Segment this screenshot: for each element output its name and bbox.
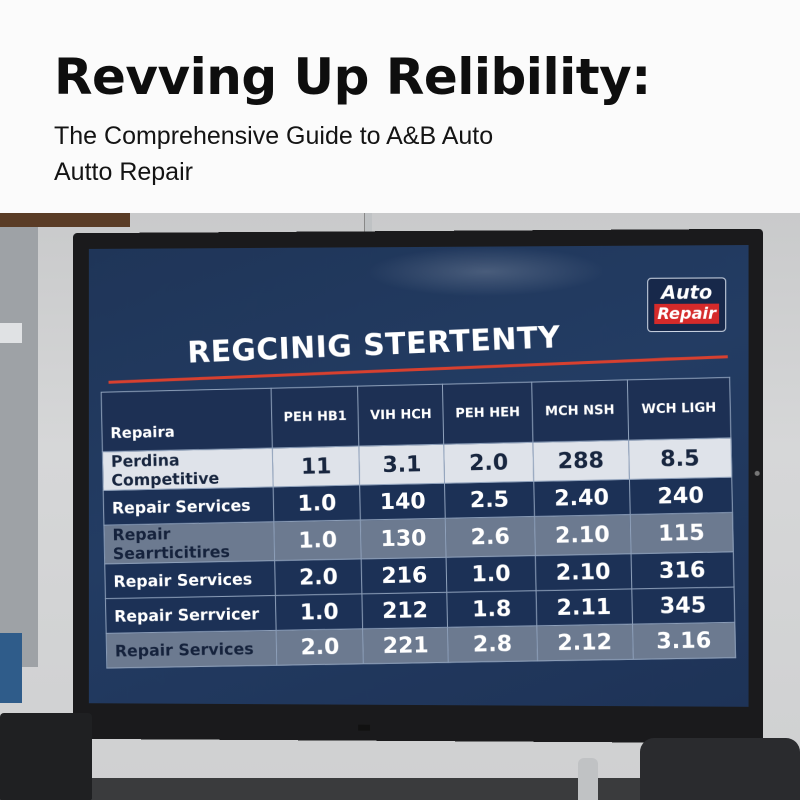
counter-top [92,778,792,800]
table-cell: 1.8 [447,590,537,628]
table-cell: 3.1 [359,444,445,486]
table-cell: 140 [360,483,446,520]
table-cell: 1.0 [273,485,361,522]
table-cell: 2.0 [274,558,363,596]
auto-repair-logo: Auto Repair [647,277,727,333]
blue-cabinet [0,633,22,703]
table-cell: 2.12 [536,624,633,661]
table-cell: 2.10 [535,553,632,591]
row-label: Repair Searrticitires [103,521,275,564]
ceiling-light [0,323,22,343]
row-label: Perdina Competitive [102,448,274,491]
tv-sensor [358,724,371,731]
table-cell: 2.0 [443,442,534,484]
screen-glare [366,245,607,298]
table-cell: 115 [629,512,734,554]
table-cell: 2.6 [445,516,536,558]
table-cell: 212 [362,592,448,629]
table-cell: 2.10 [534,514,631,556]
column-header: VIH HCH [358,384,444,447]
row-label: Repair Services [104,560,276,599]
wall-tv: Auto Repair REGCINIG STERTENTY Repaira P… [73,228,763,744]
board-title: REGCINIG STERTENTY [186,320,562,371]
table-cell: 2.8 [447,625,538,663]
table-cell: 288 [532,440,629,482]
counter-monitor [640,738,800,800]
column-header: WCH LIGH [626,377,731,441]
wooden-shelf [0,213,130,227]
table-cell: 11 [272,446,361,487]
table-cell: 2.5 [444,481,535,519]
table-cell: 221 [363,627,449,664]
table-cell: 345 [631,587,735,625]
page-subtitle: The Comprehensive Guide to A&B Auto Autt… [54,118,654,190]
column-header: MCH NSH [531,379,629,443]
table-cell: 2.40 [533,479,630,517]
subtitle-line-2: Autto Repair [54,158,193,186]
row-label: Repair Services [106,630,277,669]
table-cell: 8.5 [628,437,732,480]
table-cell: 240 [628,477,733,515]
column-header: Repaira [101,388,273,452]
table-cell: 2.11 [535,588,633,626]
row-label: Repair Serrvicer [105,595,277,634]
table-cell: 1.0 [446,555,536,593]
table-cell: 216 [361,557,448,594]
table-cell: 1.0 [273,519,362,561]
shop-photo: Auto Repair REGCINIG STERTENTY Repaira P… [0,213,800,800]
pricing-table: Repaira PEH HB1 VIH HCH PEH HEH MCH NSH … [101,377,736,669]
tv-mount-bracket [364,213,372,247]
table-cell: 130 [360,518,447,559]
table-cell: 316 [630,551,735,589]
table-cell: 3.16 [632,622,736,660]
logo-text-top: Auto [661,281,713,304]
tv-screen: Auto Repair REGCINIG STERTENTY Repaira P… [88,245,749,707]
subtitle-line-1: The Comprehensive Guide to A&B Auto [54,122,494,150]
article-header: Revving Up Relibility: The Comprehensive… [0,0,800,213]
counter-post [578,758,598,800]
column-header: PEH HEH [442,382,533,445]
table-cell: 2.0 [276,628,364,666]
left-wall-panel [0,227,38,667]
logo-text-bottom: Repair [654,303,720,325]
tv-power-indicator [754,470,760,476]
page-title: Revving Up Relibility: [54,48,651,106]
desk-cabinet [0,713,92,800]
row-label: Repair Services [103,486,274,526]
table-cell: 1.0 [275,593,364,631]
column-header: PEH HB1 [271,386,360,449]
